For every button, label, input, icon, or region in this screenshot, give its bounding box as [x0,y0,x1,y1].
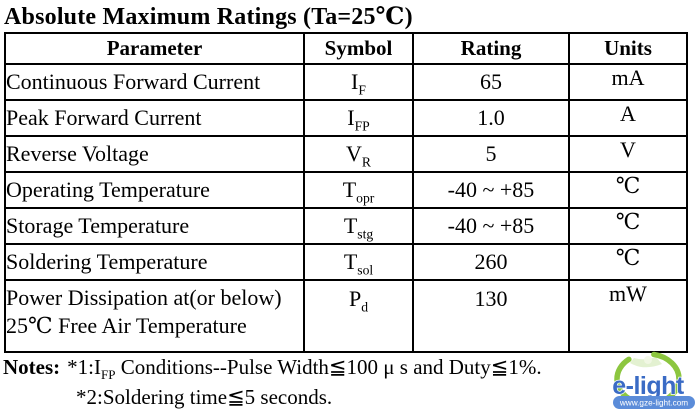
table-row: Soldering Temperature Tsol 260 ℃ [4,243,688,281]
rating-cell: 65 [412,63,570,101]
symbol-cell: Tsol [303,243,414,281]
parameter-cell: Power Dissipation at(or below) 25℃ Free … [4,279,305,353]
parameter-cell: Continuous Forward Current [4,63,305,101]
rating-cell: 1.0 [412,99,570,137]
table-row: Storage Temperature Tstg -40 ~ +85 ℃ [4,207,688,245]
column-header-rating: Rating [412,32,570,65]
table-row: Power Dissipation at(or below) 25℃ Free … [4,279,688,353]
units-cell: mA [568,63,688,101]
symbol-cell: IF [303,63,414,101]
rating-cell: -40 ~ +85 [412,171,570,209]
page-title: Absolute Maximum Ratings (Ta=25℃) [4,4,413,30]
parameter-cell: Operating Temperature [4,171,305,209]
e-light-logo: e-light www.gze-light.com [612,351,695,409]
parameter-cell: Soldering Temperature [4,243,305,281]
table-row: Continuous Forward Current IF 65 mA [4,63,688,101]
parameter-cell: Reverse Voltage [4,135,305,173]
rating-cell: 130 [412,279,570,353]
units-cell: ℃ [568,243,688,281]
table-header-row: Parameter Symbol Rating Units [4,32,688,65]
note-line-2: *2:Soldering time≦5 seconds. [76,385,333,409]
absolute-maximum-ratings-table: Parameter Symbol Rating Units Continuous… [4,32,688,353]
parameter-cell: Storage Temperature [4,207,305,245]
units-cell: V [568,135,688,173]
symbol-cell: Tstg [303,207,414,245]
symbol-cell: Topr [303,171,414,209]
units-cell: ℃ [568,207,688,245]
rating-cell: -40 ~ +85 [412,207,570,245]
logo-brand-text: e-light [612,372,685,400]
column-header-units: Units [568,32,688,65]
column-header-parameter: Parameter [4,32,305,65]
table-row: Reverse Voltage VR 5 V [4,135,688,173]
logo-website-ribbon: www.gze-light.com [613,396,695,409]
notes: Notes: *1:IFP Conditions--Pulse Width≦100… [3,352,542,412]
note-line-1: Notes: *1:IFP Conditions--Pulse Width≦100… [3,355,542,383]
units-cell: mW [568,279,688,353]
table-row: Operating Temperature Topr -40 ~ +85 ℃ [4,171,688,209]
symbol-cell: IFP [303,99,414,137]
column-header-symbol: Symbol [303,32,414,65]
symbol-cell: VR [303,135,414,173]
table-row: Peak Forward Current IFP 1.0 A [4,99,688,137]
units-cell: ℃ [568,171,688,209]
rating-cell: 260 [412,243,570,281]
symbol-cell: Pd [303,279,414,353]
parameter-cell: Peak Forward Current [4,99,305,137]
logo-website-text: www.gze-light.com [619,399,688,408]
notes-label: Notes: [3,355,61,379]
units-cell: A [568,99,688,137]
rating-cell: 5 [412,135,570,173]
